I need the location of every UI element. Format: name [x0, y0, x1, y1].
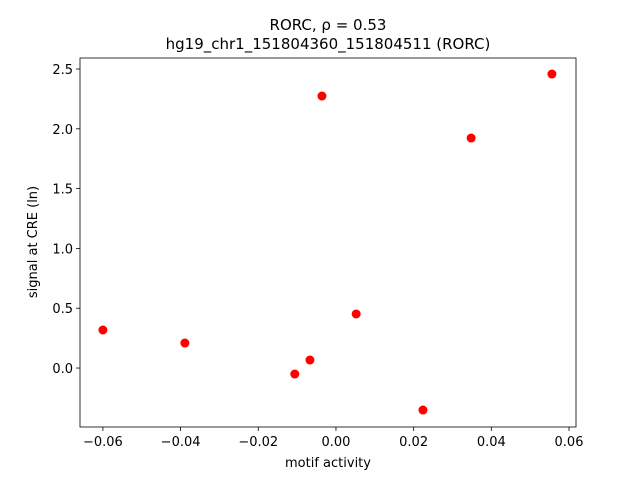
y-tick-label: 2.5: [52, 63, 73, 78]
y-axis-label: signal at CRE (ln): [26, 186, 41, 298]
y-tick-label: 0.0: [52, 362, 73, 377]
point: [180, 338, 190, 348]
x-tick-label: −0.02: [238, 435, 278, 450]
x-tick-label: 0.04: [477, 435, 506, 450]
y-tick-label: 2.0: [52, 123, 73, 138]
plot-frame: [79, 57, 577, 428]
point: [351, 309, 361, 319]
point: [98, 325, 108, 335]
x-tick-label: 0.00: [321, 435, 350, 450]
x-tick-label: 0.06: [555, 435, 584, 450]
point: [418, 405, 428, 415]
point: [466, 133, 476, 143]
point: [305, 355, 315, 365]
x-tick-label: −0.04: [161, 435, 201, 450]
y-tick-label: 1.0: [52, 242, 73, 257]
chart-title: RORC, ρ = 0.53: [270, 16, 387, 34]
point: [290, 369, 300, 379]
x-tick-label: −0.06: [83, 435, 123, 450]
point: [547, 69, 557, 79]
point: [317, 91, 327, 101]
y-tick-label: 1.5: [52, 183, 73, 198]
x-axis-label: motif activity: [285, 456, 371, 471]
chart-subtitle: hg19_chr1_151804360_151804511 (RORC): [166, 35, 491, 54]
y-tick-label: 0.5: [52, 302, 73, 317]
x-tick-label: 0.02: [399, 435, 428, 450]
